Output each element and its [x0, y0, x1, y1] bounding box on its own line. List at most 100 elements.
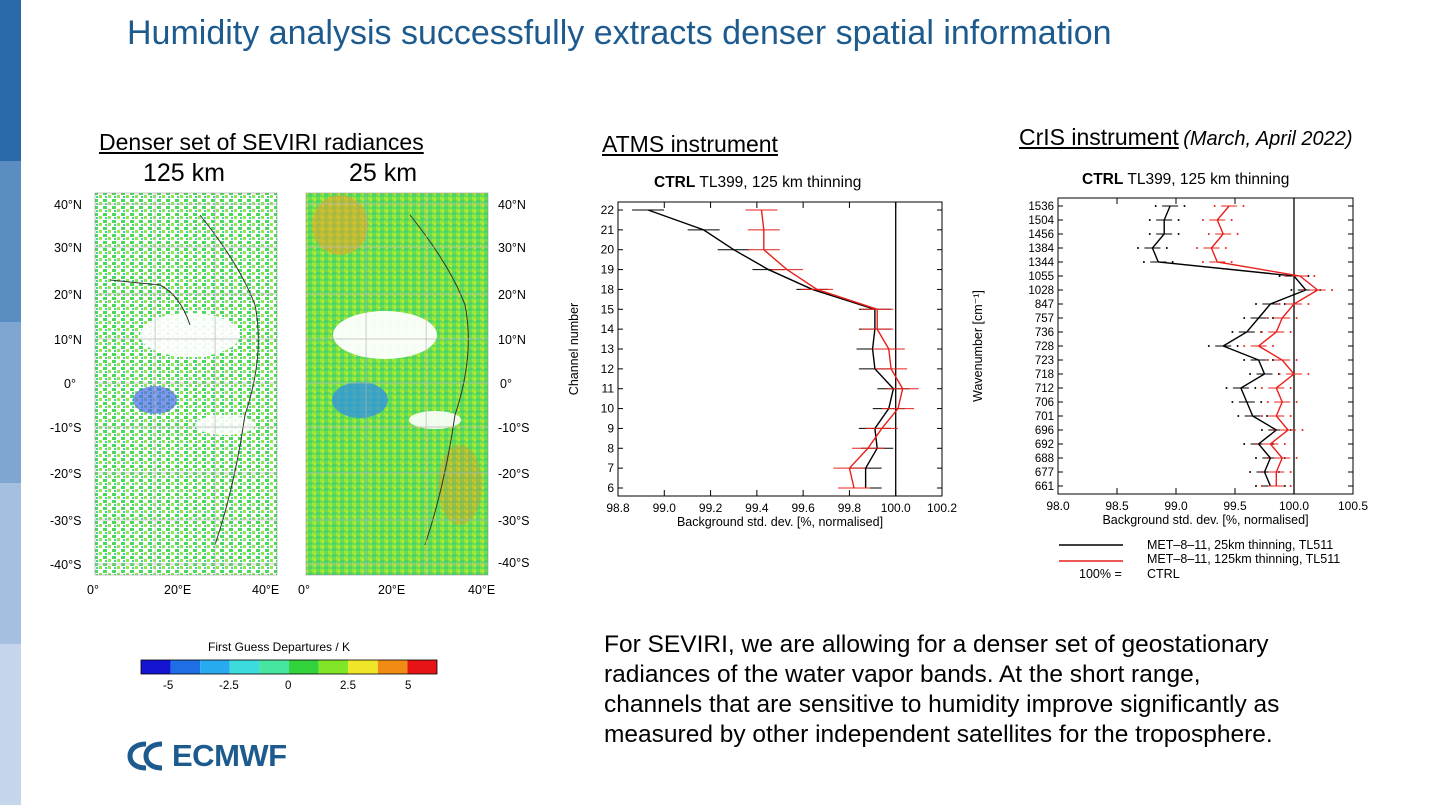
x-tick-label: 98.0: [1046, 499, 1070, 513]
seviri-heading: Denser set of SEVIRI radiances: [99, 129, 424, 155]
dotted-bound: [1177, 219, 1180, 221]
dotted-bound: [1278, 373, 1281, 375]
x-tick-label: 98.8: [606, 501, 630, 515]
seviri-res-right: 25 km: [349, 159, 418, 187]
dotted-bound: [1243, 345, 1246, 347]
dotted-bound: [1255, 443, 1257, 445]
colorbar-cell: [141, 660, 171, 674]
dotted-bound: [1278, 303, 1281, 305]
dotted-bound: [1266, 359, 1269, 361]
legend-label: MET–8–11, 125km thinning, TL511: [1147, 552, 1340, 566]
y-tick-label: 21: [601, 223, 615, 237]
lat-label: 40°N: [54, 198, 82, 212]
dotted-bound: [1284, 275, 1287, 277]
dotted-bound: [1301, 429, 1304, 431]
dotted-bound: [1260, 471, 1263, 473]
x-tick-label: 100.0: [1279, 499, 1309, 513]
lat-label: 30°N: [498, 241, 526, 255]
sidebar-stripe: [0, 161, 21, 322]
x-tick-label: 99.8: [838, 501, 862, 515]
x-tick-label: 100.2: [927, 501, 957, 515]
y-tick-label: 847: [1035, 299, 1054, 311]
lat-label: -40°S: [50, 558, 81, 572]
dotted-bound: [1201, 219, 1204, 221]
dotted-bound: [1289, 485, 1292, 487]
y-tick-label: 728: [1035, 341, 1054, 353]
x-tick-label: 100.5: [1338, 499, 1368, 513]
dotted-bound: [1243, 443, 1246, 445]
cris-heading-note: (March, April 2022): [1183, 128, 1353, 150]
y-tick-label: 10: [601, 402, 615, 416]
dotted-bound: [1255, 457, 1257, 459]
dotted-bound: [1307, 303, 1310, 305]
y-tick-label: 15: [601, 302, 615, 316]
dotted-bound: [1213, 205, 1216, 207]
lat-label: 10°N: [498, 333, 526, 347]
y-tick-label: 696: [1035, 425, 1054, 437]
dotted-bound: [1302, 289, 1305, 291]
dotted-bound: [1142, 261, 1145, 263]
cris-chart: 98.0 98.5 99.0 99.5 100.0 100.5 661 677 688 692 69…: [971, 197, 1368, 527]
lon-label: 40°E: [252, 583, 279, 597]
dotted-bound: [1266, 457, 1269, 459]
y-tick-label: 757: [1035, 313, 1054, 325]
y-tick-label: 9: [607, 421, 614, 435]
x-axis-label: Background std. dev. [%, normalised]: [1102, 513, 1308, 527]
colorbar-tick: 0: [285, 680, 291, 692]
dotted-bound: [1283, 303, 1286, 305]
dotted-bound: [1249, 471, 1252, 473]
sidebar-stripe: [0, 483, 21, 644]
lon-label: 0°: [298, 583, 310, 597]
dotted-bound: [1272, 317, 1274, 319]
dotted-bound: [1260, 387, 1263, 389]
y-tick-label: 1028: [1028, 285, 1054, 297]
colorbar-cells: [140, 659, 438, 675]
dotted-bound: [1289, 415, 1292, 417]
dotted-bound: [1307, 275, 1310, 277]
dotted-bound: [1171, 261, 1174, 263]
dotted-bound: [1266, 401, 1269, 403]
dotted-bound: [1260, 331, 1263, 333]
lat-label: 10°N: [54, 333, 82, 347]
lon-label: 20°E: [164, 583, 191, 597]
cris-subtitle: CTRL TL399, 125 km thinning: [1082, 171, 1289, 189]
dotted-bound: [1243, 317, 1246, 319]
colorbar-cell: [377, 660, 408, 674]
x-axis-label: Background std. dev. [%, normalised]: [677, 515, 883, 529]
y-tick-label: 22: [601, 203, 615, 217]
lat-labels-right: 40°N 30°N 20°N 10°N 0° -10°S -20°S -30°S…: [498, 198, 529, 570]
lat-label: -10°S: [498, 421, 529, 435]
x-tick-label: 99.4: [745, 501, 769, 515]
dotted-bound: [1243, 359, 1246, 361]
dotted-bound: [1207, 233, 1210, 235]
lat-label: -10°S: [50, 421, 81, 435]
seviri-res-left: 125 km: [143, 159, 225, 187]
dotted-bound: [1207, 345, 1210, 347]
colorbar-cell: [200, 660, 230, 674]
lon-label: 0°: [87, 583, 99, 597]
sidebar-stripe: [0, 0, 21, 161]
dotted-bound: [1148, 219, 1151, 221]
dotted-bound: [1177, 233, 1180, 235]
y-tick-label: 723: [1035, 355, 1054, 367]
dotted-bound: [1230, 219, 1233, 221]
x-tick-label: 99.0: [1164, 499, 1188, 513]
legend-label: CTRL: [1147, 567, 1180, 581]
dotted-bound: [1225, 387, 1228, 389]
atms-heading: ATMS instrument: [602, 131, 778, 157]
dotted-bound: [1283, 485, 1286, 487]
atms-subtitle: CTRL TL399, 125 km thinning: [654, 174, 861, 192]
cris-heading-row: CrIS instrument (March, April 2022): [1019, 124, 1353, 151]
map-125km: [94, 192, 278, 576]
y-tick-label: 12: [601, 362, 615, 376]
cris-heading: CrIS instrument: [1019, 124, 1179, 150]
dotted-bound: [1272, 429, 1275, 431]
colorbar-tick: -2.5: [219, 680, 239, 692]
y-tick-label: 1504: [1028, 215, 1054, 227]
y-tick-label: 718: [1035, 369, 1054, 381]
cris-subtitle-bold: CTRL: [1082, 171, 1124, 188]
dotted-bound: [1272, 359, 1274, 361]
ecmwf-logo-icon: [127, 741, 163, 771]
dotted-bound: [1230, 261, 1233, 263]
colorbar-cell: [259, 660, 289, 674]
